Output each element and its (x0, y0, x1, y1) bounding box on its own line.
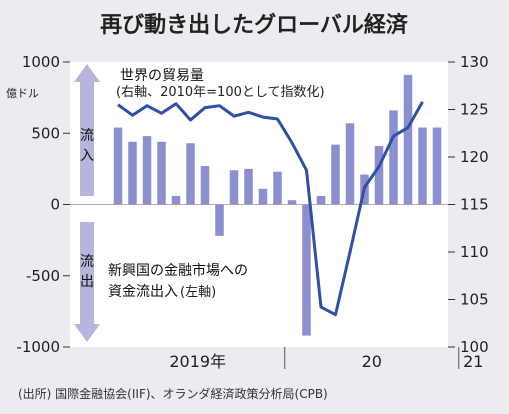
bar (171, 195, 181, 205)
line-annotation-backdrop (118, 64, 326, 100)
bar (229, 170, 239, 205)
bar (113, 127, 123, 205)
bar (244, 168, 253, 205)
outflow-label: 流出 (80, 254, 94, 290)
right-tick-label: 100 (460, 338, 489, 356)
left-tick-label: -1000 (16, 338, 60, 356)
right-tick-label: 110 (460, 243, 489, 261)
bar (215, 204, 224, 236)
x-axis: 2019年 20 21 (169, 347, 483, 371)
bar (142, 136, 152, 205)
bar (432, 127, 442, 205)
line-series-note: (右軸、2010年=100として指数化) (116, 85, 325, 100)
arrow-label-char: 流 (80, 128, 94, 144)
inflow-label: 流入 (80, 128, 94, 164)
left-axis: 1000 500 0 -500 -1000 (16, 53, 70, 356)
left-tick-label: 1000 (22, 53, 60, 71)
line-series (117, 101, 424, 317)
right-tick-label: 115 (460, 196, 489, 214)
bar (258, 188, 268, 205)
bar (418, 127, 427, 205)
line-annotation: 世界の貿易量 (右軸、2010年=100として指数化) (116, 64, 326, 100)
right-tick-label: 130 (460, 53, 489, 71)
arrow-label-char: 入 (80, 148, 94, 164)
chart-title: 再び動き出したグローバル経済 (100, 12, 409, 38)
right-tick-label: 125 (460, 101, 489, 119)
bar (200, 166, 210, 205)
bar (374, 146, 384, 205)
arrow-label-char: 出 (80, 274, 94, 290)
bar-annotation-backdrop (106, 258, 300, 302)
bar (302, 204, 311, 336)
x-tick-label: 20 (362, 352, 382, 371)
bar (331, 144, 340, 205)
bar-series-note: (左軸) (180, 285, 216, 300)
inflow-arrow-icon (74, 64, 100, 196)
x-tick-label: 2019年 (169, 352, 226, 371)
trade-volume-line (117, 101, 424, 317)
left-tick-label: 500 (31, 124, 60, 142)
arrow-label-char: 流 (80, 254, 94, 270)
bar (128, 141, 137, 205)
bar-series-name-line2: 資金流出入 (108, 284, 178, 300)
outflow-arrow-icon (74, 222, 100, 342)
bar (287, 200, 297, 205)
line-series-name: 世界の貿易量 (120, 68, 204, 84)
right-tick-label: 120 (460, 148, 489, 166)
bar (186, 143, 195, 205)
inflow-outflow-arrows: 流入 流出 (74, 64, 100, 342)
source-note: (出所) 国際金融協会(IIF)、オランダ経済政策分析局(CPB) (18, 386, 328, 401)
bar-annotation: 新興国の金融市場への 資金流出入 (左軸) (106, 258, 300, 302)
right-tick-label: 105 (460, 291, 489, 309)
bar (389, 110, 398, 205)
x-tick-label: 21 (463, 352, 483, 371)
left-axis-unit: 億ドル (6, 87, 39, 100)
left-tick-label: -500 (26, 267, 60, 285)
bar-series-name-line1: 新興国の金融市場への (108, 262, 248, 279)
bar (157, 141, 166, 205)
bar (345, 123, 355, 205)
bar (316, 195, 326, 205)
bar (273, 171, 282, 205)
bar (403, 74, 413, 205)
left-tick-label: 0 (50, 196, 60, 214)
right-axis: 130 125 120 115 110 105 100 (448, 53, 489, 356)
